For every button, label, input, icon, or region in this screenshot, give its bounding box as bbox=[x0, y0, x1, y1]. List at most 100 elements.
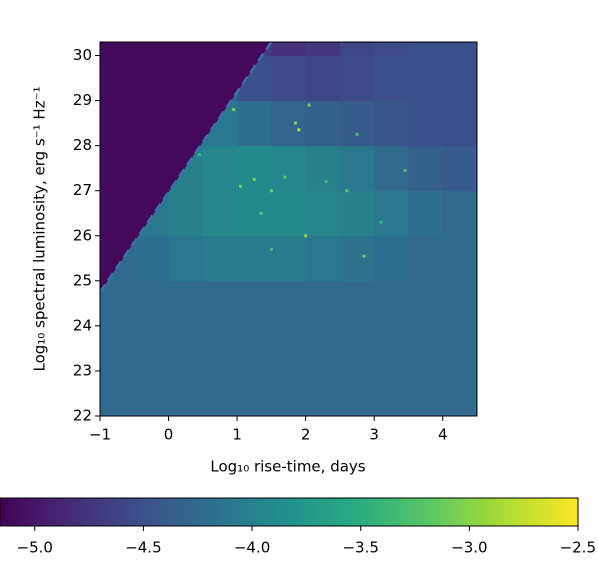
hot-pixel bbox=[304, 234, 308, 238]
plot-frame bbox=[99, 41, 478, 417]
heat-cell bbox=[100, 325, 135, 372]
heat-cell bbox=[100, 280, 135, 327]
heat-cell bbox=[168, 325, 204, 372]
heat-cell bbox=[237, 370, 272, 416]
heat-cell bbox=[374, 42, 410, 57]
heat-cell bbox=[271, 370, 307, 416]
heat-cell bbox=[134, 280, 170, 327]
heat-cell bbox=[202, 190, 238, 237]
y-tick-label: 23 bbox=[73, 361, 92, 379]
heat-cell bbox=[168, 370, 204, 416]
colorbar-tick-label: −5.0 bbox=[17, 539, 53, 557]
boundary-line bbox=[100, 42, 273, 293]
heat-cell bbox=[202, 370, 238, 416]
heat-cell bbox=[408, 190, 444, 237]
heat-cell bbox=[408, 325, 444, 372]
heat-cell bbox=[442, 325, 477, 372]
heat-cell bbox=[374, 325, 410, 372]
x-tick-label: 2 bbox=[301, 426, 311, 444]
heat-cell bbox=[305, 280, 341, 327]
heat-cell bbox=[134, 235, 170, 282]
hot-pixel bbox=[259, 211, 263, 215]
heat-cell bbox=[339, 235, 375, 282]
heat-cell bbox=[271, 280, 307, 327]
hot-pixel bbox=[403, 168, 407, 172]
hot-pixel bbox=[355, 132, 359, 136]
heat-cell bbox=[442, 145, 477, 192]
heat-cell bbox=[408, 235, 444, 282]
heat-cell bbox=[134, 325, 170, 372]
heat-cell bbox=[305, 55, 341, 102]
y-tick-label: 26 bbox=[73, 226, 92, 244]
heat-cell bbox=[271, 145, 307, 192]
x-tick-label: −1 bbox=[89, 426, 111, 444]
heat-cell bbox=[237, 190, 272, 237]
heat-cell bbox=[442, 100, 477, 147]
heat-cell bbox=[339, 42, 375, 57]
hot-pixel bbox=[269, 189, 273, 193]
heat-cell bbox=[339, 280, 375, 327]
hot-pixel bbox=[324, 180, 328, 184]
heat-cell bbox=[271, 190, 307, 237]
heat-cell bbox=[305, 42, 341, 57]
heat-cell bbox=[408, 100, 444, 147]
colorbar-tick-label: −3.0 bbox=[451, 539, 487, 557]
colorbar-tick-label: −4.5 bbox=[125, 539, 161, 557]
hot-pixel bbox=[252, 177, 256, 181]
heat-cell bbox=[408, 55, 444, 102]
heat-cell bbox=[442, 235, 477, 282]
colorbar-tick-label: −3.5 bbox=[342, 539, 378, 557]
heat-cell bbox=[271, 55, 307, 102]
x-axis-label: Log₁₀ rise-time, days bbox=[210, 458, 365, 476]
heat-cell bbox=[237, 235, 272, 282]
heat-cell bbox=[408, 280, 444, 327]
heat-cell bbox=[202, 280, 238, 327]
hot-pixel bbox=[379, 220, 383, 224]
heat-cell bbox=[168, 280, 204, 327]
hot-pixel bbox=[297, 128, 301, 132]
heat-cell bbox=[374, 235, 410, 282]
heat-cell bbox=[100, 370, 135, 416]
hot-pixel bbox=[362, 254, 366, 258]
heat-cell bbox=[305, 325, 341, 372]
heat-cell bbox=[374, 145, 410, 192]
plot-area bbox=[100, 42, 477, 416]
heat-cell bbox=[408, 145, 444, 192]
heat-cell bbox=[202, 325, 238, 372]
heat-cell bbox=[374, 190, 410, 237]
heat-cell bbox=[237, 145, 272, 192]
heat-cell bbox=[134, 370, 170, 416]
heat-cell bbox=[442, 42, 477, 57]
heat-cell bbox=[442, 370, 477, 416]
y-tick-label: 28 bbox=[73, 136, 92, 154]
heat-cell bbox=[305, 100, 341, 147]
heat-cell bbox=[271, 100, 307, 147]
hot-pixel bbox=[269, 247, 273, 251]
hot-pixel bbox=[283, 175, 287, 179]
x-tick-label: 1 bbox=[232, 426, 242, 444]
heat-cell bbox=[271, 235, 307, 282]
hot-pixel bbox=[307, 103, 311, 107]
heat-cell bbox=[339, 370, 375, 416]
heat-cell bbox=[237, 280, 272, 327]
hot-pixel bbox=[345, 189, 349, 193]
y-tick-label: 22 bbox=[73, 407, 92, 425]
heat-cell bbox=[374, 370, 410, 416]
heat-cell bbox=[271, 42, 307, 57]
heat-cell bbox=[408, 370, 444, 416]
heat-cell bbox=[271, 325, 307, 372]
heat-cell bbox=[168, 235, 204, 282]
heat-cell bbox=[442, 55, 477, 102]
x-tick-label: 0 bbox=[164, 426, 174, 444]
heat-cell bbox=[168, 190, 204, 237]
y-tick-label: 29 bbox=[73, 91, 92, 109]
heat-cell bbox=[202, 145, 238, 192]
colorbar-tick-label: −4.0 bbox=[234, 539, 270, 557]
heat-cell bbox=[374, 55, 410, 102]
heat-cell bbox=[442, 280, 477, 327]
heat-cell bbox=[408, 42, 444, 57]
hot-pixel bbox=[197, 153, 201, 157]
x-tick-label: 4 bbox=[438, 426, 448, 444]
